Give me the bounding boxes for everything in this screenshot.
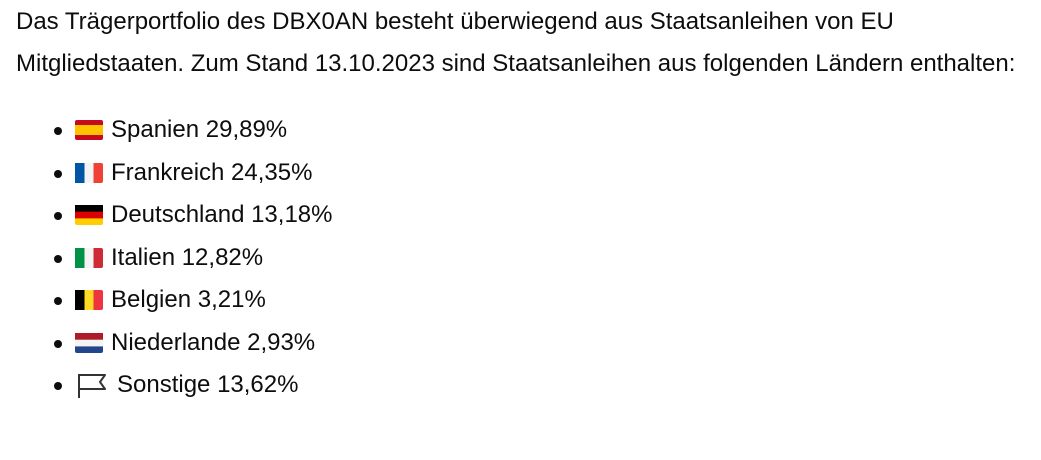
flag-icon: [75, 120, 103, 141]
country-list: Spanien 29,89% Frankreich 24,35% Deutsch…: [0, 109, 1041, 407]
item-text: Sonstige 13,62%: [117, 371, 299, 399]
item-text: Frankreich 24,35%: [111, 158, 313, 186]
flag-icon: [78, 374, 106, 399]
item-text: Italien 12,82%: [111, 243, 264, 271]
list-item: Italien 12,82%: [0, 237, 1041, 280]
list-item: Sonstige 13,62%: [0, 364, 1041, 407]
flag-icon: [75, 290, 103, 311]
list-item: Spanien 29,89%: [0, 109, 1041, 152]
item-text: Belgien 3,21%: [111, 286, 266, 314]
list-item: Frankreich 24,35%: [0, 152, 1041, 195]
flag-icon: [75, 332, 103, 353]
item-text: Deutschland 13,18%: [111, 201, 333, 229]
item-text: Niederlande 2,93%: [111, 328, 316, 356]
flag-icon: [75, 205, 103, 226]
list-item: Belgien 3,21%: [0, 279, 1041, 322]
item-text: Spanien 29,89%: [111, 116, 288, 144]
intro-paragraph: Das Trägerportfolio des DBX0AN besteht ü…: [16, 8, 1016, 77]
list-item: Niederlande 2,93%: [0, 322, 1041, 365]
flag-icon: [75, 162, 103, 183]
flag-icon: [75, 247, 103, 268]
list-item: Deutschland 13,18%: [0, 194, 1041, 237]
